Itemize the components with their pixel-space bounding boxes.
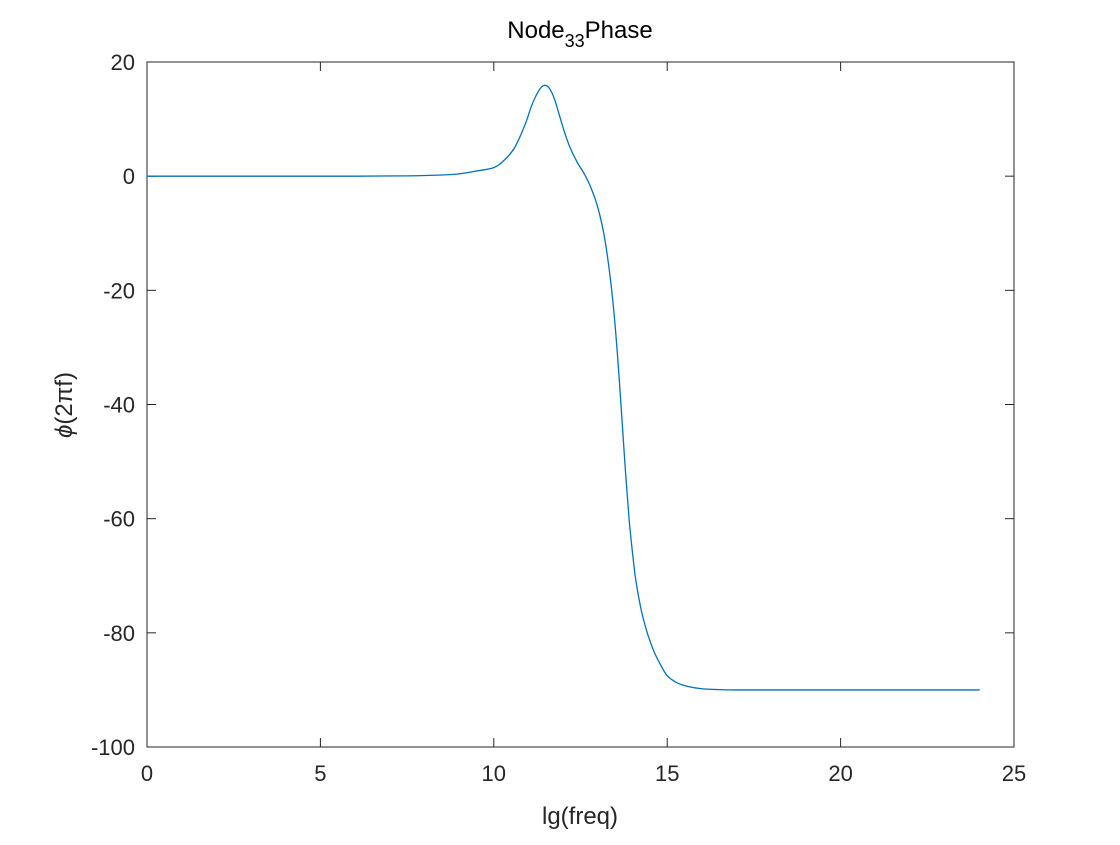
y-tick-label: -100 bbox=[91, 735, 135, 760]
y-axis-label-symbol: ϕ bbox=[51, 425, 78, 438]
y-tick-label: -60 bbox=[103, 507, 135, 532]
y-tick-label: 0 bbox=[123, 164, 135, 189]
title-base: Node bbox=[507, 17, 564, 44]
axis-ticks bbox=[146, 61, 1015, 748]
title-suffix: Phase bbox=[585, 17, 653, 44]
x-tick-label: 0 bbox=[141, 761, 153, 786]
title-subscript: 33 bbox=[565, 31, 585, 51]
chart-title: Node33Phase bbox=[507, 17, 652, 51]
x-tick-label: 10 bbox=[482, 761, 506, 786]
y-tick-label: 20 bbox=[111, 50, 135, 75]
series-line-1 bbox=[146, 84, 980, 691]
x-tick-label: 5 bbox=[314, 761, 326, 786]
axis-tick-labels: 0 5 10 15 20 25 20 0 -20 -40 -60 -80 -100 bbox=[91, 50, 1026, 786]
y-axis-label: ϕ(2πf) bbox=[51, 372, 78, 438]
y-tick-label: -40 bbox=[103, 393, 135, 418]
y-tick-label: -80 bbox=[103, 621, 135, 646]
x-axis-label: lg(freq) bbox=[542, 803, 618, 830]
x-tick-label: 20 bbox=[828, 761, 852, 786]
y-tick-label: -20 bbox=[103, 278, 135, 303]
x-tick-label: 25 bbox=[1002, 761, 1026, 786]
x-tick-label: 15 bbox=[655, 761, 679, 786]
y-axis-label-text: (2πf) bbox=[51, 372, 78, 425]
series-lines bbox=[146, 84, 980, 691]
axes-box bbox=[146, 61, 1015, 748]
axes-frame bbox=[146, 61, 1015, 748]
